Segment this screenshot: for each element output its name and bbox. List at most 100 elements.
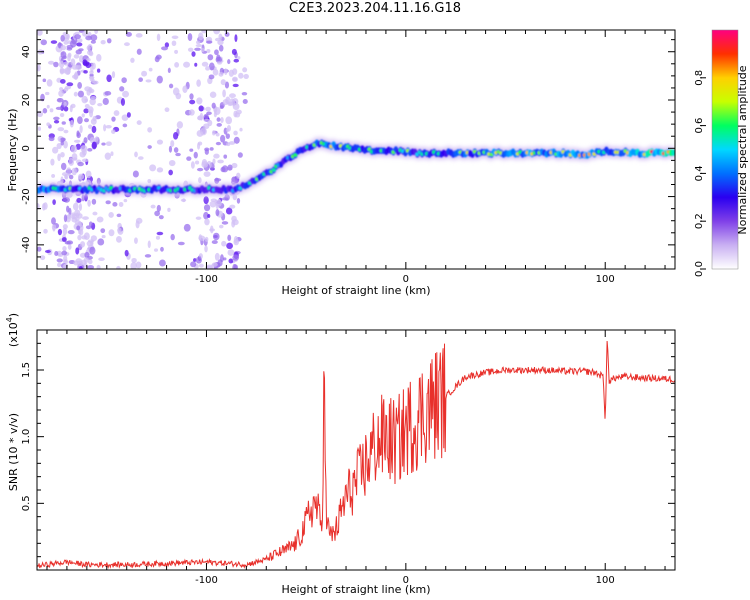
- noise-speck: [227, 164, 233, 171]
- noise-speck: [60, 51, 67, 59]
- noise-speck: [215, 199, 222, 207]
- noise-speck: [231, 162, 238, 169]
- noise-speck: [136, 120, 142, 126]
- noise-speck: [121, 77, 127, 84]
- snr-scale-factor: (x104): [5, 313, 20, 347]
- noise-speck: [183, 61, 191, 68]
- noise-speck: [242, 67, 248, 73]
- noise-speck: [53, 120, 60, 124]
- noise-speck: [228, 101, 234, 106]
- colorbar-tick-label: 0.2: [694, 213, 705, 229]
- noise-speck: [73, 139, 81, 143]
- noise-speck: [60, 45, 67, 51]
- noise-speck: [63, 198, 68, 202]
- noise-speck: [108, 229, 115, 237]
- noise-speck: [183, 223, 191, 232]
- noise-speck: [215, 209, 220, 217]
- noise-speck: [230, 98, 234, 103]
- y-tick-label: -20: [21, 188, 32, 204]
- noise-speck: [225, 99, 229, 104]
- noise-speck: [64, 174, 68, 180]
- noise-speck: [168, 83, 174, 89]
- noise-speck: [91, 198, 97, 205]
- noise-speck: [211, 130, 216, 136]
- noise-speck: [56, 98, 64, 103]
- noise-speck: [77, 82, 82, 89]
- noise-speck: [77, 234, 82, 241]
- noise-speck: [204, 149, 209, 155]
- colorbar-tick-label: 0.4: [694, 165, 705, 181]
- noise-speck: [201, 61, 209, 67]
- noise-speck: [174, 49, 179, 55]
- noise-speck: [97, 103, 103, 107]
- noise-speck: [171, 35, 179, 40]
- spectrogram-ridge: [37, 136, 675, 197]
- noise-speck: [111, 129, 116, 134]
- noise-speck: [91, 125, 97, 134]
- noise-speck: [61, 250, 68, 256]
- noise-speck: [221, 165, 229, 173]
- noise-speck: [224, 32, 230, 37]
- noise-speck: [218, 44, 224, 52]
- noise-speck: [233, 130, 238, 136]
- noise-speck: [56, 142, 62, 150]
- y-tick-label: -40: [21, 237, 32, 253]
- noise-speck: [105, 200, 111, 205]
- noise-speck: [40, 39, 47, 46]
- colorbar: 0.0 0.2 0.4 0.6 0.8 Normalized spectral ampl…: [694, 29, 749, 277]
- noise-speck: [198, 32, 204, 41]
- noise-speck: [63, 106, 69, 112]
- noise-speck: [195, 40, 201, 45]
- noise-speck: [177, 241, 185, 246]
- noise-speck: [86, 89, 91, 96]
- noise-speck: [46, 122, 51, 127]
- noise-speck: [232, 254, 240, 261]
- noise-speck: [225, 133, 230, 139]
- noise-speck: [148, 67, 153, 72]
- noise-speck: [117, 227, 122, 233]
- noise-speck: [87, 148, 93, 152]
- noise-speck: [203, 118, 211, 122]
- noise-speck: [84, 251, 90, 259]
- noise-speck: [164, 107, 170, 113]
- noise-speck: [158, 215, 164, 220]
- noise-speck: [189, 99, 196, 105]
- noise-speck: [72, 157, 78, 161]
- noise-speck: [61, 237, 67, 242]
- noise-speck: [89, 137, 95, 144]
- noise-speck: [203, 211, 209, 220]
- noise-speck: [195, 216, 202, 220]
- noise-speck: [229, 204, 236, 209]
- noise-speck: [207, 214, 211, 218]
- noise-speck: [66, 44, 74, 49]
- noise-speck: [193, 258, 197, 262]
- noise-speck: [66, 33, 70, 40]
- noise-speck: [42, 203, 46, 211]
- noise-speck: [84, 104, 90, 109]
- noise-speck: [232, 219, 239, 226]
- noise-speck: [156, 231, 164, 236]
- noise-speck: [241, 92, 248, 96]
- noise-speck: [116, 265, 121, 269]
- noise-speck: [91, 141, 97, 150]
- noise-speck: [231, 176, 238, 183]
- noise-speck: [51, 173, 56, 178]
- noise-speck: [150, 204, 156, 209]
- noise-speck: [198, 235, 206, 241]
- noise-speck: [228, 258, 234, 264]
- noise-speck: [197, 115, 203, 121]
- noise-speck: [153, 248, 159, 252]
- noise-speck: [210, 225, 214, 234]
- noise-speck: [214, 107, 221, 116]
- y-tick-label: 1.5: [21, 362, 32, 378]
- noise-speck: [218, 72, 224, 77]
- noise-speck: [68, 207, 72, 216]
- noise-speck: [67, 214, 71, 219]
- noise-speck: [79, 125, 83, 134]
- colorbar-tick-label: 0.8: [694, 70, 705, 86]
- noise-speck: [226, 125, 232, 132]
- noise-speck: [46, 79, 53, 87]
- snr-ylabel: SNR (10 * v/v): [7, 413, 20, 491]
- noise-speck: [197, 142, 201, 150]
